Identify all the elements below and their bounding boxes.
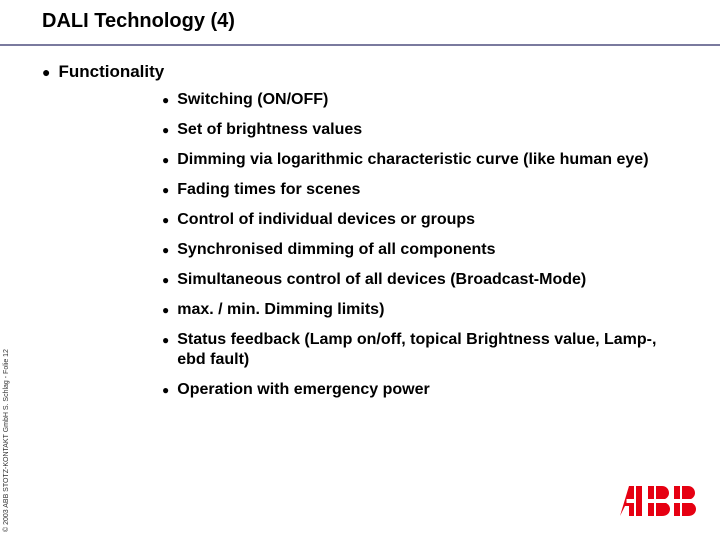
bullet-icon: ● (162, 330, 169, 350)
section-heading: Functionality (58, 62, 164, 82)
bullet-icon: ● (162, 180, 169, 200)
bullet-icon: ● (162, 240, 169, 260)
bullet-icon: ● (162, 150, 169, 170)
list-item: ● Set of brightness values (162, 120, 682, 140)
list-item: ● Simultaneous control of all devices (B… (162, 270, 682, 290)
list-item-text: Set of brightness values (177, 120, 362, 140)
list-item: ● Status feedback (Lamp on/off, topical … (162, 330, 682, 370)
list-item-text: max. / min. Dimming limits) (177, 300, 384, 320)
body-content: ● Functionality ● Switching (ON/OFF) ● S… (42, 62, 682, 410)
list-item: ● Switching (ON/OFF) (162, 90, 682, 110)
list-item-text: Switching (ON/OFF) (177, 90, 328, 110)
list-item-text: Operation with emergency power (177, 380, 430, 400)
bullet-icon: ● (162, 120, 169, 140)
list-item: ● Control of individual devices or group… (162, 210, 682, 230)
list-item: ● Operation with emergency power (162, 380, 682, 400)
bullet-icon: ● (162, 270, 169, 290)
section-heading-row: ● Functionality (42, 62, 682, 82)
list-item-text: Simultaneous control of all devices (Bro… (177, 270, 586, 290)
list-item-text: Status feedback (Lamp on/off, topical Br… (177, 330, 682, 370)
list-item: ● Synchronised dimming of all components (162, 240, 682, 260)
list-item: ● max. / min. Dimming limits) (162, 300, 682, 320)
abb-logo (620, 486, 698, 516)
list-item: ● Dimming via logarithmic characteristic… (162, 150, 682, 170)
bullet-icon: ● (162, 210, 169, 230)
list-item-text: Control of individual devices or groups (177, 210, 475, 230)
list-item-text: Dimming via logarithmic characteristic c… (177, 150, 648, 170)
list-item: ● Fading times for scenes (162, 180, 682, 200)
bullet-icon: ● (162, 90, 169, 110)
list-item-text: Synchronised dimming of all components (177, 240, 495, 260)
slide: DALI Technology (4) ● Functionality ● Sw… (0, 0, 720, 540)
abb-logo-icon (620, 486, 698, 516)
copyright-text: © 2003 ABB STOTZ-KONTAKT GmbH S. Schlag … (3, 12, 10, 532)
bullet-icon: ● (162, 300, 169, 320)
functionality-list: ● Switching (ON/OFF) ● Set of brightness… (162, 90, 682, 400)
bullet-icon: ● (162, 380, 169, 400)
list-item-text: Fading times for scenes (177, 180, 360, 200)
page-title: DALI Technology (4) (42, 10, 235, 33)
bullet-icon: ● (42, 62, 50, 82)
title-rule (0, 44, 720, 46)
